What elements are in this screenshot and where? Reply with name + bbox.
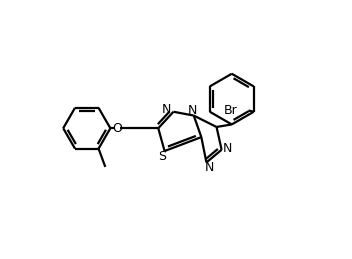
Text: N: N — [162, 103, 171, 116]
Text: Br: Br — [224, 104, 237, 117]
Text: N: N — [204, 161, 214, 174]
Text: S: S — [158, 150, 166, 163]
Text: O: O — [112, 122, 122, 135]
Text: N: N — [188, 104, 197, 117]
Text: N: N — [222, 142, 232, 155]
